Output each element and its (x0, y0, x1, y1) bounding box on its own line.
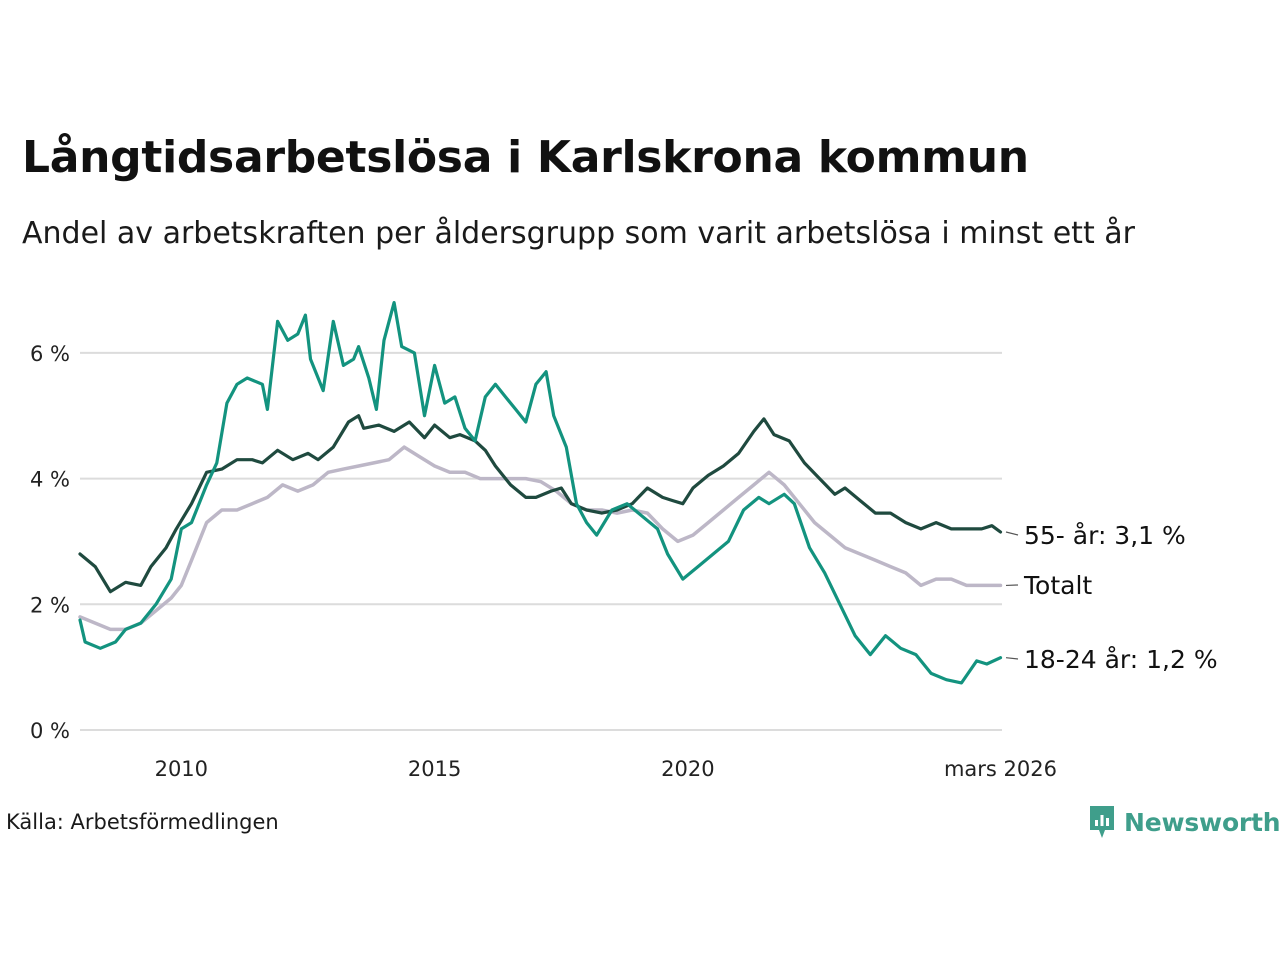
leader-line-age_55 (1005, 531, 1019, 536)
series-end-labels: Totalt 55- år: 3,1 % 18-24 år: 1,2 % (1005, 521, 1218, 674)
y-tick-label-3: 6 % (30, 342, 70, 366)
x-tick-label-0: 2010 (155, 757, 208, 781)
x-tick-label-3: mars 2026 (944, 757, 1057, 781)
newsworthy-logo-text: Newsworthy (1124, 807, 1280, 837)
y-axis-tick-labels: 0 % 2 % 4 % 6 % (30, 342, 70, 743)
series-lines (78, 301, 1003, 685)
x-tick-label-2: 2020 (661, 757, 714, 781)
newsworthy-logo: Newsworthy (1088, 804, 1280, 840)
leader-line-age_18_24 (1005, 657, 1019, 660)
series-end-label-age_18_24: 18-24 år: 1,2 % (1024, 645, 1218, 674)
y-tick-label-0: 0 % (30, 719, 70, 743)
series-end-label-total: Totalt (1023, 571, 1092, 600)
series-line-total (78, 445, 1003, 632)
y-tick-label-1: 2 % (30, 593, 70, 617)
x-tick-label-1: 2015 (408, 757, 461, 781)
source-note: Källa: Arbetsförmedlingen (6, 810, 279, 834)
series-end-label-age_55: 55- år: 3,1 % (1024, 521, 1186, 550)
line-chart: 0 % 2 % 4 % 6 % 2010 2015 2020 mars 2026 Total… (30, 301, 1218, 781)
series-line-age_55 (78, 414, 1003, 594)
chart-subtitle: Andel av arbetskraften per åldersgrupp s… (22, 216, 1135, 251)
newsworthy-logo-icon (1090, 806, 1114, 838)
series-line-age_18_24 (78, 301, 1003, 685)
chart-title: Långtidsarbetslösa i Karlskrona kommun (22, 132, 1029, 183)
y-tick-label-2: 4 % (30, 468, 70, 492)
grid-lines (80, 351, 1002, 731)
x-axis-tick-labels: 2010 2015 2020 mars 2026 (155, 757, 1057, 781)
